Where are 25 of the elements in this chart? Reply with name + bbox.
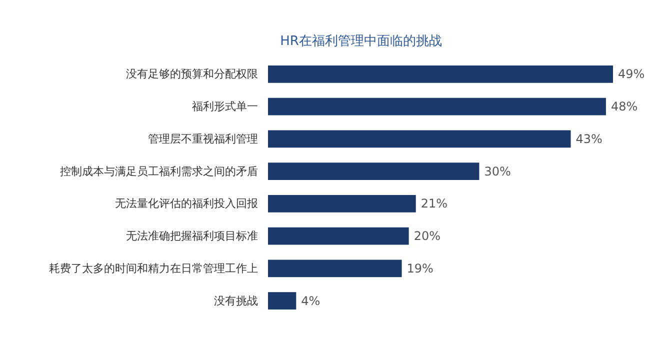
data-label: 19% <box>406 261 434 276</box>
data-label: 20% <box>414 229 440 244</box>
bar <box>268 194 416 212</box>
bar <box>268 130 571 148</box>
data-label: 4% <box>301 294 320 308</box>
y-tick-label: 管理层不重视福利管理 <box>148 132 258 146</box>
y-tick-label: 没有足够的预算和分配权限 <box>126 68 258 81</box>
bar <box>268 65 613 83</box>
y-tick-label: 福利形式单一 <box>192 100 258 114</box>
bar <box>268 292 296 310</box>
data-label: 30% <box>484 164 511 178</box>
data-label: 43% <box>576 132 602 146</box>
data-label: 49% <box>618 67 645 82</box>
y-tick-label: 无法量化评估的福利投入回报 <box>115 197 258 210</box>
data-label: 48% <box>610 100 638 114</box>
bar <box>268 98 606 116</box>
y-tick-label: 控制成本与满足员工福利需求之间的矛盾 <box>60 164 258 178</box>
bar <box>268 227 409 245</box>
bar <box>268 260 402 278</box>
y-tick-label: 无法准确把握福利项目标准 <box>126 230 258 243</box>
chart-title: HR在福利管理中面临的挑战 <box>280 34 442 49</box>
y-tick-label: 没有挑战 <box>214 294 258 308</box>
data-label: 21% <box>420 196 448 211</box>
bar <box>268 162 480 180</box>
y-tick-label: 耗费了太多的时间和精力在日常管理工作上 <box>49 262 258 275</box>
